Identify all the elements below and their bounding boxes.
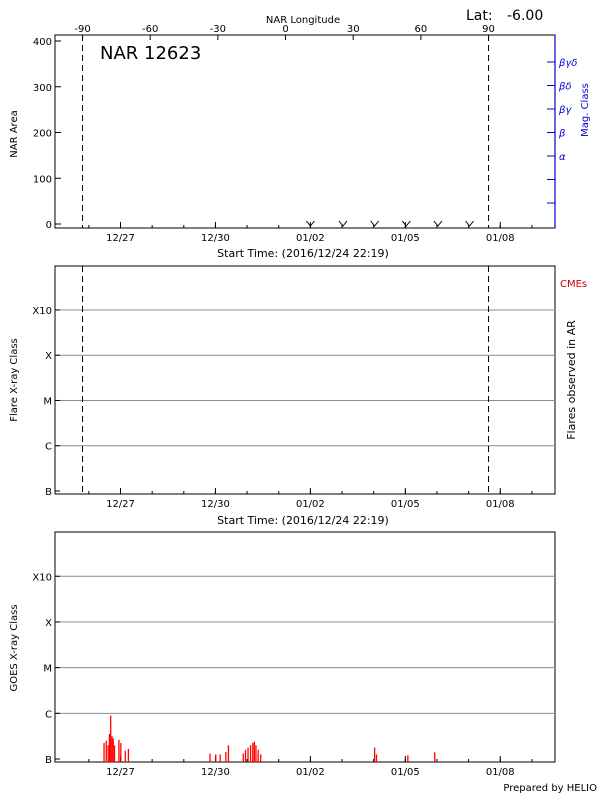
panel1-marker-2 [370, 220, 380, 227]
panel3-xtick-label-0: 12/27 [106, 767, 135, 778]
panel1-mag-label-4: βγδ [558, 58, 577, 69]
panel1-marker-4 [433, 220, 443, 227]
panel3-ylabel: GOES X-ray Class [9, 604, 20, 691]
panel2-ylabel: Flare X-ray Class [9, 338, 20, 422]
panel1-start-time: Start Time: (2016/12/24 22:19) [217, 247, 389, 260]
panel1-ytick-label-3: 300 [33, 83, 52, 94]
panel1-ytick-label-4: 400 [33, 37, 52, 48]
panel3-xtick-label-4: 01/08 [486, 767, 515, 778]
panel1-marker-0 [305, 220, 315, 227]
panel3-ytick-label-1: C [45, 709, 52, 720]
panel3-ytick-label-3: X [45, 618, 52, 629]
panel2-ytick-label-2: M [43, 396, 52, 407]
panel1-lon-label-5: 60 [415, 24, 428, 35]
panel2-ytick-label-3: X [45, 351, 52, 362]
panel3-xtick-label-3: 01/05 [391, 767, 420, 778]
panel1-lon-label-3: 0 [282, 24, 288, 35]
panel2-xtick-label-2: 01/02 [296, 499, 325, 510]
panel2-xtick-label-4: 01/08 [486, 499, 515, 510]
panel1-lon-label-2: -30 [210, 24, 226, 35]
panel3-ytick-label-0: B [45, 755, 52, 766]
lat-label: Lat: [466, 8, 493, 24]
panel1-mag-label-0: α [559, 152, 566, 163]
lat-value: -6.00 [507, 8, 543, 24]
cme-legend: CMEs [560, 279, 587, 290]
nar-title: NAR 12623 [100, 43, 201, 64]
panel1-right-label: Mag. Class [580, 83, 591, 137]
panel3-ytick-label-4: X10 [32, 572, 52, 583]
panel3-xtick-label-1: 12/30 [201, 767, 230, 778]
panel2-frame [54, 265, 556, 495]
panel1-marker-5 [465, 220, 474, 227]
panel1-lon-label-6: 90 [482, 24, 495, 35]
panel1-ylabel: NAR Area [9, 110, 20, 157]
panel1-ytick-label-0: 0 [46, 220, 52, 231]
panel2-ytick-label-0: B [45, 487, 52, 498]
panel1-xtick-label-4: 01/08 [486, 233, 515, 244]
panel1-mag-label-1: β [558, 129, 566, 140]
panel3-ytick-label-2: M [43, 664, 52, 675]
panel2-xtick-label-0: 12/27 [106, 499, 135, 510]
panel1-mag-label-3: βδ [558, 82, 572, 93]
panel2-right-label: Flares observed in AR [565, 320, 578, 440]
panel2-xtick-label-1: 12/30 [201, 499, 230, 510]
panel1-xtick-label-3: 01/05 [391, 233, 420, 244]
panel1-lon-label-1: -60 [142, 24, 158, 35]
panel1-xtick-label-0: 12/27 [106, 233, 135, 244]
panel1-xtick-label-1: 12/30 [201, 233, 230, 244]
panel2-ytick-label-4: X10 [32, 306, 52, 317]
panel1-marker-3 [401, 220, 411, 227]
panel3-frame [54, 531, 556, 763]
panel1-mag-label-2: βγ [558, 105, 572, 116]
panel1-ytick-label-1: 100 [33, 174, 52, 185]
panel2-ytick-label-1: C [45, 442, 52, 453]
panel1-ytick-label-2: 200 [33, 129, 52, 140]
panel3-xtick-label-2: 01/02 [296, 767, 325, 778]
prepared-by: Prepared by HELIO [503, 783, 597, 794]
panel1-xtick-label-2: 01/02 [296, 233, 325, 244]
panel2-start-time: Start Time: (2016/12/24 22:19) [217, 514, 389, 527]
top-axis-title: NAR Longitude [266, 15, 340, 26]
panel1-lon-label-4: 30 [347, 24, 360, 35]
panel1-marker-1 [338, 220, 348, 227]
panel2-xtick-label-3: 01/05 [391, 499, 420, 510]
panel1-lon-label-0: -90 [74, 24, 90, 35]
